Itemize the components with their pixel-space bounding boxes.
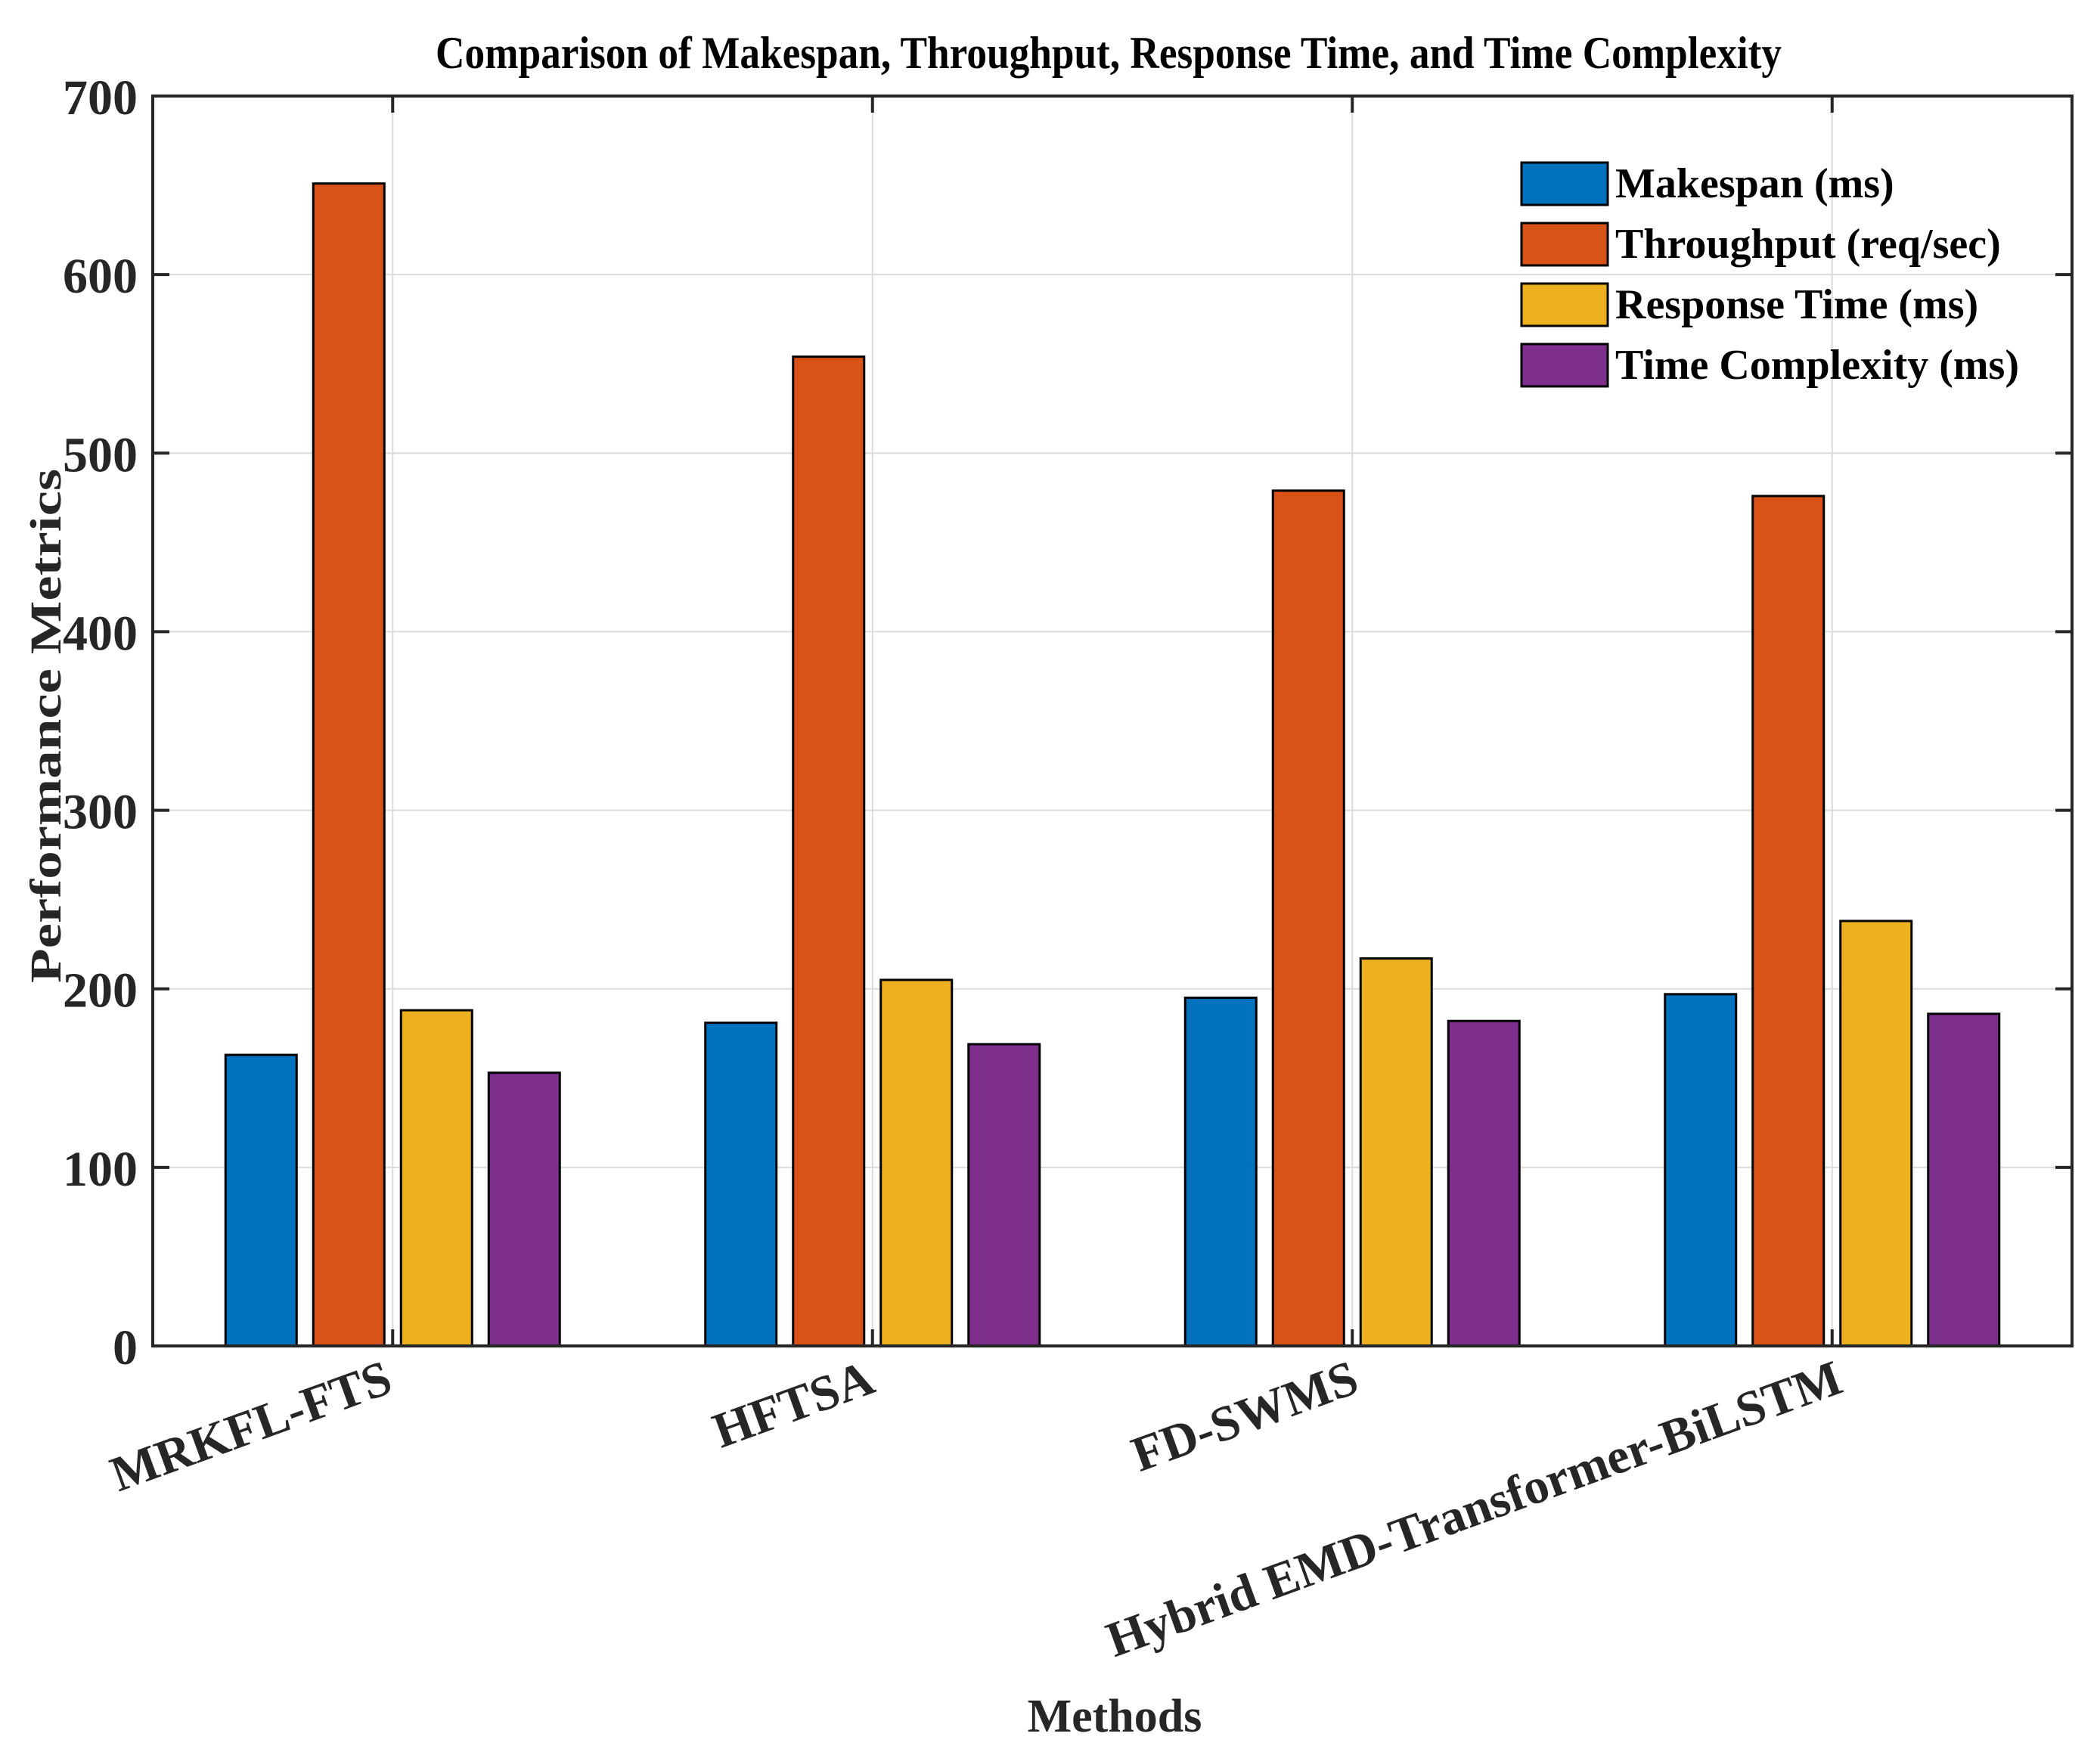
y-tick-label: 100	[63, 1142, 138, 1197]
chart-title: Comparison of Makespan, Throughput, Resp…	[436, 28, 1782, 78]
legend-swatch	[1520, 343, 1609, 388]
y-tick-label: 300	[63, 785, 138, 840]
legend-swatch	[1520, 222, 1609, 267]
bar-makespan-3[interactable]	[1183, 997, 1258, 1347]
bar-response-1[interactable]	[399, 1009, 473, 1347]
bar-makespan-1[interactable]	[224, 1053, 298, 1347]
bar-time-2[interactable]	[967, 1043, 1041, 1347]
plot-area-frame	[151, 95, 2074, 1347]
bar-response-4[interactable]	[1839, 919, 1913, 1347]
grid	[153, 96, 2072, 1346]
bar-throughput-3[interactable]	[1271, 489, 1345, 1347]
legend-label[interactable]: Makespan (ms)	[1615, 160, 1894, 207]
legend-label[interactable]: Throughput (req/sec)	[1615, 221, 2001, 268]
legend-label[interactable]: Time Complexity (ms)	[1615, 342, 2019, 389]
bar-makespan-4[interactable]	[1664, 993, 1738, 1347]
y-tick-label: 700	[63, 70, 138, 126]
y-tick-label: 600	[63, 249, 138, 304]
legend[interactable]: Makespan (ms) Throughput (req/sec) Respons…	[1520, 160, 2019, 389]
bars	[224, 182, 2001, 1347]
bar-throughput-4[interactable]	[1751, 495, 1825, 1347]
y-axis-label: Performance Metrics	[21, 469, 70, 983]
y-axis-ticks: 0 100 200 300 400 500 600 700	[63, 70, 2072, 1375]
legend-swatch	[1520, 161, 1609, 206]
x-axis-label: Methods	[1028, 1691, 1202, 1742]
y-tick-label: 400	[63, 606, 138, 661]
bar-response-3[interactable]	[1359, 957, 1433, 1347]
bar-time-1[interactable]	[487, 1071, 561, 1347]
bar-time-4[interactable]	[1927, 1012, 2001, 1347]
legend-swatch	[1520, 282, 1609, 327]
bar-throughput-2[interactable]	[792, 355, 866, 1347]
legend-label[interactable]: Response Time (ms)	[1615, 281, 1978, 328]
y-tick-label: 500	[63, 427, 138, 482]
y-tick-label: 0	[113, 1320, 138, 1375]
bar-time-3[interactable]	[1447, 1019, 1521, 1347]
bar-response-2[interactable]	[879, 978, 954, 1347]
bar-throughput-1[interactable]	[312, 182, 386, 1347]
bar-makespan-2[interactable]	[704, 1022, 778, 1347]
y-tick-label: 200	[63, 963, 138, 1019]
